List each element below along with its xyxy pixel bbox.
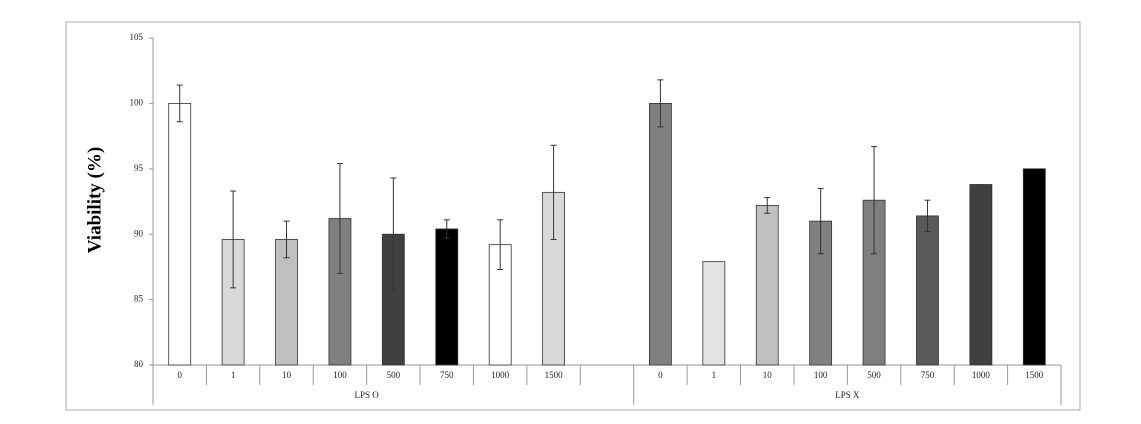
error-bar <box>443 219 450 239</box>
error-bar <box>764 197 771 214</box>
bar <box>649 103 672 366</box>
error-bar <box>230 190 237 289</box>
bar <box>435 228 459 366</box>
y-tick-label: 95 <box>134 163 144 173</box>
x-tick-label: 750 <box>440 370 454 380</box>
x-tick-label: 500 <box>867 370 881 380</box>
group-label: LPS O <box>355 390 380 400</box>
x-tick-label: 750 <box>921 370 935 380</box>
x-tick-label: 1500 <box>545 370 564 380</box>
error-bar <box>817 187 824 255</box>
error-bar <box>336 163 343 274</box>
x-tick-label: 0 <box>177 370 182 380</box>
bar <box>275 239 298 366</box>
y-tick-label: 80 <box>134 359 144 369</box>
group-label: LPS X <box>835 390 860 400</box>
y-tick-label: 100 <box>130 97 144 107</box>
x-tick-label: 0 <box>658 370 663 380</box>
y-tick-label: 105 <box>130 32 144 42</box>
error-bar <box>176 84 183 123</box>
y-axis-label: Viability (%) <box>84 147 105 253</box>
x-tick-label: 1500 <box>1025 370 1044 380</box>
bar <box>702 261 726 366</box>
x-tick-label: 100 <box>333 370 347 380</box>
y-tick-label: 90 <box>134 228 144 238</box>
bar <box>1022 168 1046 366</box>
x-tick-label: 100 <box>814 370 828 380</box>
x-tick-label: 1000 <box>972 370 991 380</box>
error-bar <box>390 177 397 291</box>
x-tick-label: 10 <box>763 370 773 380</box>
x-tick-label: 1 <box>231 370 236 380</box>
x-tick-label: 1 <box>712 370 717 380</box>
bar <box>969 184 993 366</box>
x-tick-label: 1000 <box>491 370 510 380</box>
bar <box>168 103 192 366</box>
y-tick-label: 85 <box>134 294 144 304</box>
error-bar <box>657 79 664 128</box>
error-bar <box>497 219 504 271</box>
error-bar <box>924 199 931 233</box>
x-tick-label: 10 <box>282 370 292 380</box>
error-bar <box>283 220 290 259</box>
error-bar <box>871 146 878 255</box>
bar <box>916 215 939 366</box>
x-tick-label: 500 <box>387 370 401 380</box>
error-bar <box>550 144 557 240</box>
bar <box>755 205 779 366</box>
